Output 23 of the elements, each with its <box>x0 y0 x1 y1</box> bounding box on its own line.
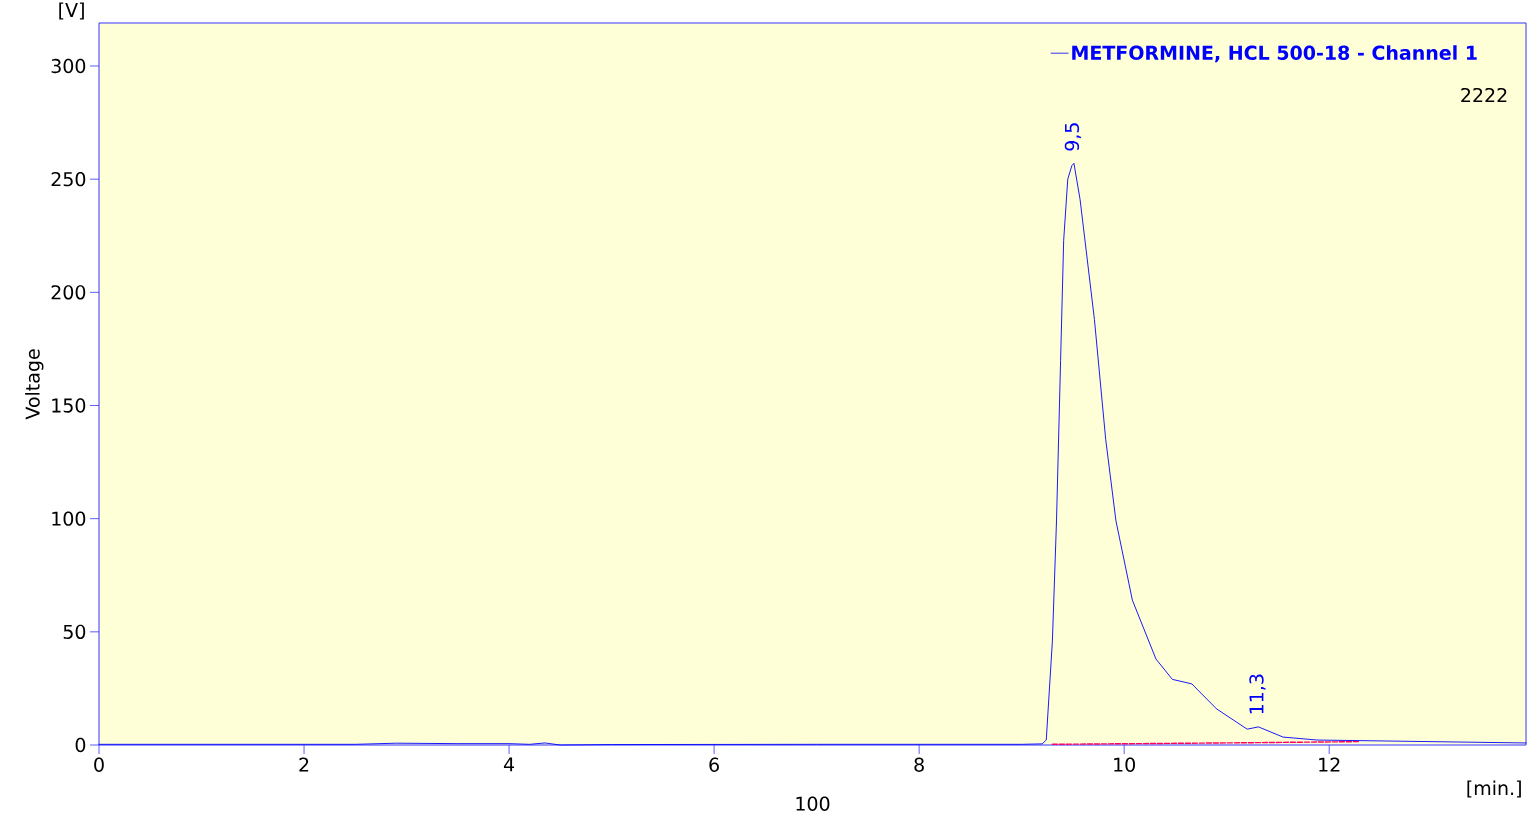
x-axis-title: [min.] <box>1467 780 1521 798</box>
x-tick-label: 12 <box>1319 757 1340 772</box>
y-tick-label: 150 <box>52 398 86 413</box>
y-tick-label: 50 <box>63 624 86 640</box>
x-tick-label: 2 <box>299 757 309 772</box>
annotation: 11,3 <box>1249 674 1266 714</box>
y-tick-label: 100 <box>52 511 86 526</box>
line-series <box>98 162 1527 746</box>
y-tick-label: 300 <box>51 58 86 74</box>
x-tick-label: 10 <box>1114 757 1135 772</box>
y-axis-title: Voltage <box>25 349 44 420</box>
x-tick-label: 8 <box>914 757 924 772</box>
x-tick-label: 0 <box>94 757 104 772</box>
x-tick-label: 6 <box>709 757 719 772</box>
annotation: 9,5 <box>1064 123 1082 151</box>
y-tick-label: 250 <box>51 171 86 187</box>
text: [V] <box>59 2 84 20</box>
text: 100 <box>796 796 830 811</box>
x-tick-label: 4 <box>503 757 515 772</box>
legend-label: METFORMINE, HCL 500-18 - Channel 1 <box>1072 45 1477 63</box>
y-tick-label: 200 <box>51 285 86 300</box>
y-tick-label: 0 <box>75 737 86 753</box>
annotation: 2222 <box>1461 87 1507 102</box>
